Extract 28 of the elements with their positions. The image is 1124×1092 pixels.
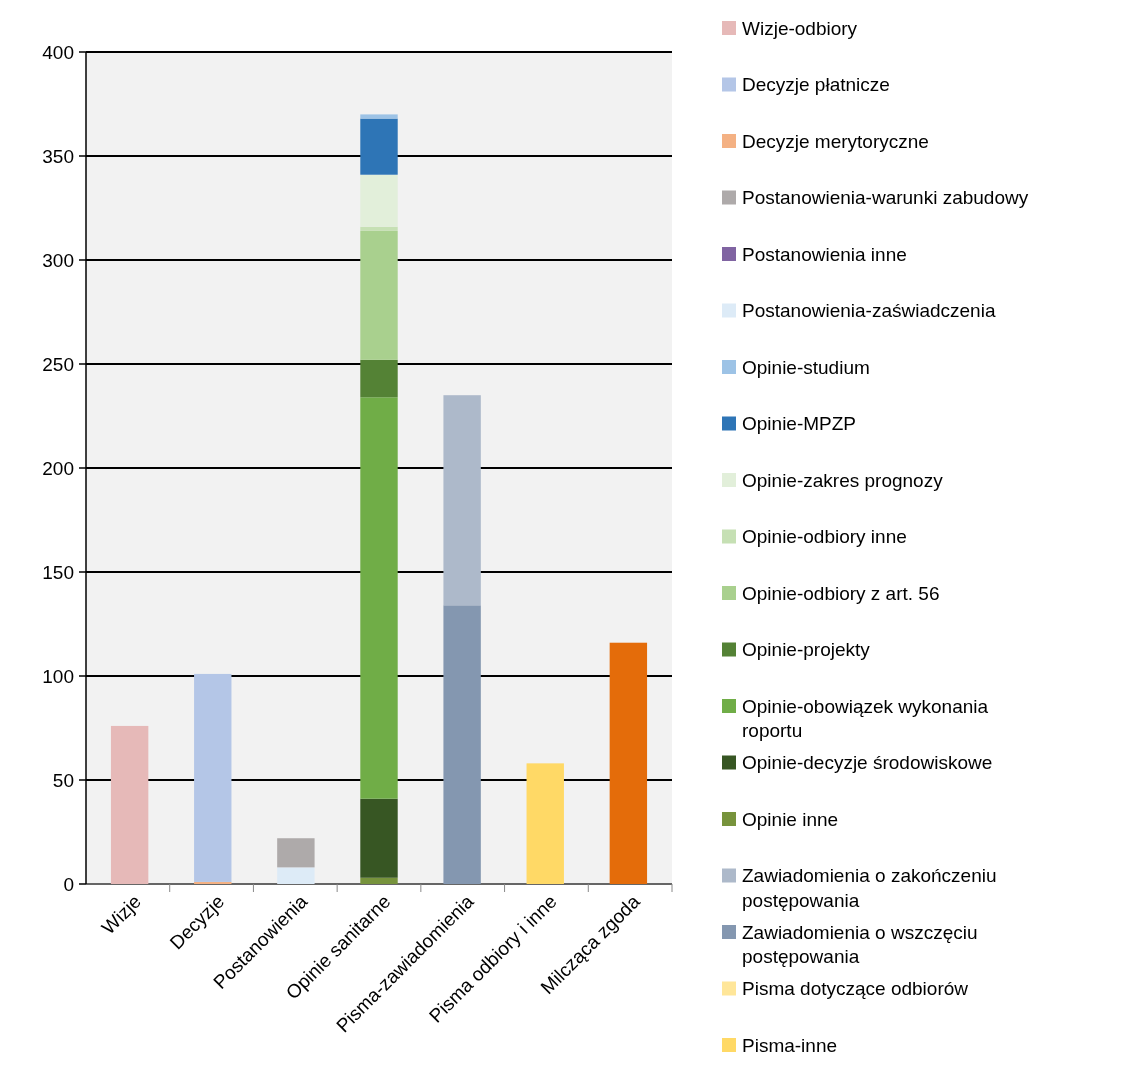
legend-label: Pisma-inne — [742, 1034, 838, 1056]
y-tick-label: 250 — [42, 353, 74, 375]
legend-label: Opinie-odbiory z art. 56 — [742, 582, 940, 604]
legend-label: Opinie-projekty — [742, 639, 871, 661]
y-tick-label: 0 — [63, 873, 74, 895]
legend-label: Decyzje płatnicze — [742, 74, 890, 96]
legend-label: Postanowienia-zaświadczenia — [742, 300, 996, 322]
legend-label: Opinie-studium — [742, 356, 870, 378]
y-tick-label: 400 — [42, 41, 74, 63]
legend-label: Opinie-decyzje środowiskowe — [742, 752, 993, 774]
y-tick-label: 200 — [42, 457, 74, 479]
y-tick-label: 350 — [42, 145, 74, 167]
legend-label: Opinie-MPZP — [742, 413, 857, 435]
legend-label: Zawiadomienia o wszczęciu postępowania — [742, 921, 978, 968]
y-tick-label: 100 — [42, 665, 74, 687]
legend-label: Postanowienia inne — [742, 243, 907, 265]
legend-label: Pisma dotyczące odbiorów — [742, 978, 969, 1000]
legend-label: Opinie-obowiązek wykonania roportu — [742, 695, 989, 742]
y-tick-label: 150 — [42, 561, 74, 583]
legend-label: Opinie-zakres prognozy — [742, 469, 944, 491]
legend-label: Postanowienia-warunki zabudowy — [742, 187, 1029, 209]
legend-label: Wizje-odbiory — [742, 17, 858, 39]
legend-label: Decyzje merytoryczne — [742, 130, 929, 152]
legend-label: Opinie inne — [742, 808, 839, 830]
y-tick-label: 300 — [42, 249, 74, 271]
legend-label: Zawiadomienia o zakończeniu postępowania — [742, 865, 997, 911]
legend-label: Opinie-odbiory inne — [742, 526, 907, 548]
y-tick-label: 50 — [52, 769, 74, 791]
